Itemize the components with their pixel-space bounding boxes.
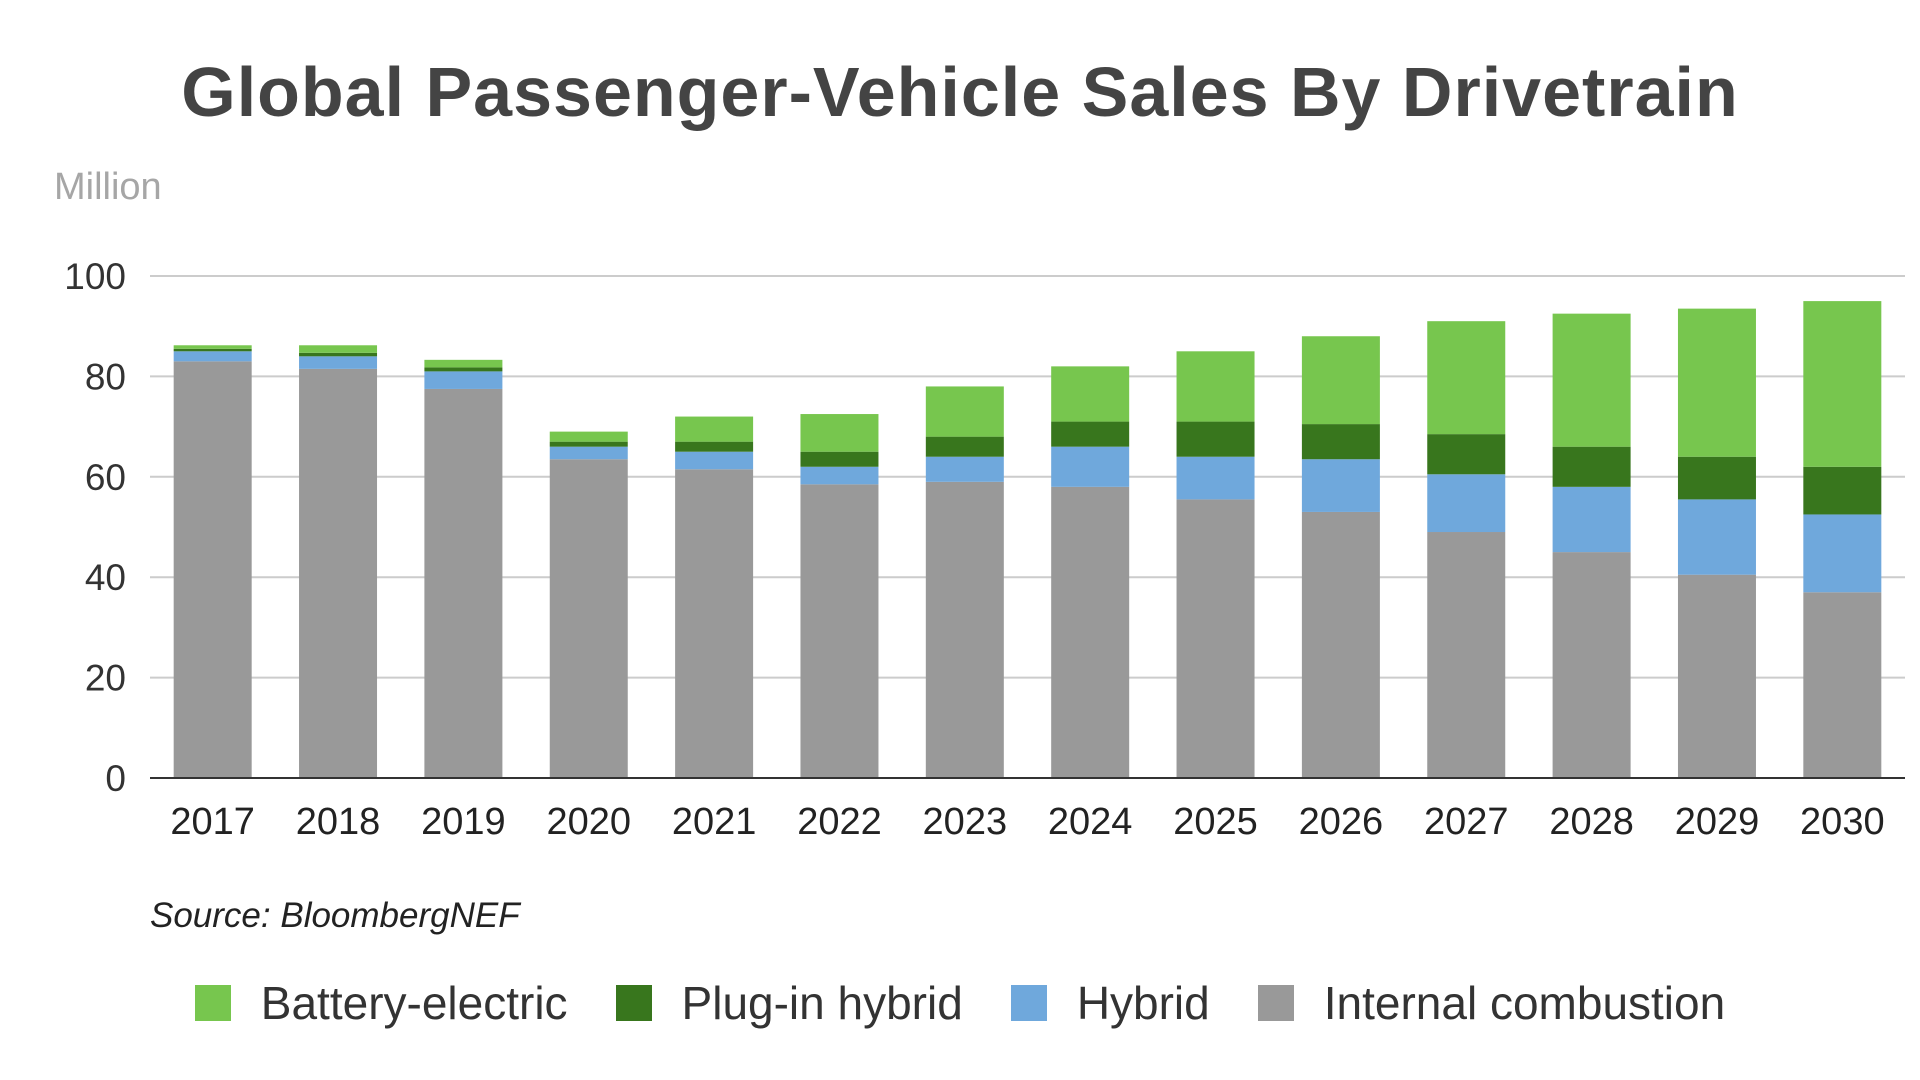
legend-swatch bbox=[1257, 985, 1294, 1021]
bar-hybrid-2017 bbox=[173, 351, 252, 362]
legend-label: Hybrid bbox=[1076, 977, 1210, 1029]
bar-internal-combustion-2021 bbox=[675, 469, 754, 778]
bar-hybrid-2030 bbox=[1803, 514, 1882, 593]
bar-hybrid-2018 bbox=[299, 356, 378, 369]
bar-hybrid-2025 bbox=[1176, 456, 1255, 500]
legend-item-hybrid: Hybrid bbox=[1010, 976, 1210, 1030]
legend-swatch bbox=[1010, 985, 1047, 1021]
bar-battery-electric-2023 bbox=[925, 386, 1004, 437]
legend: Battery-electric Plug-in hybrid Hybrid Inte… bbox=[0, 976, 1920, 1030]
bar-battery-electric-2024 bbox=[1051, 366, 1130, 422]
x-tick-label-2024: 2024 bbox=[1048, 801, 1133, 843]
bar-internal-combustion-2019 bbox=[424, 388, 503, 778]
bar-plug-in-hybrid-2021 bbox=[675, 441, 754, 452]
bar-plug-in-hybrid-2020 bbox=[549, 441, 628, 447]
bar-plug-in-hybrid-2026 bbox=[1301, 424, 1380, 460]
bar-hybrid-2021 bbox=[675, 451, 754, 470]
chart-title: Global Passenger-Vehicle Sales By Drivet… bbox=[181, 53, 1739, 131]
bar-hybrid-2029 bbox=[1677, 499, 1756, 575]
x-tick-label-2028: 2028 bbox=[1549, 801, 1634, 843]
bar-internal-combustion-2025 bbox=[1176, 499, 1255, 778]
y-tick-label-20: 20 bbox=[85, 658, 126, 699]
bar-internal-combustion-2020 bbox=[549, 459, 628, 778]
bar-plug-in-hybrid-2030 bbox=[1803, 466, 1882, 515]
bar-hybrid-2022 bbox=[800, 466, 879, 485]
bar-hybrid-2027 bbox=[1427, 474, 1506, 533]
bar-battery-electric-2028 bbox=[1552, 313, 1631, 447]
bar-internal-combustion-2030 bbox=[1803, 592, 1882, 778]
bar-plug-in-hybrid-2018 bbox=[299, 352, 378, 357]
x-tick-label-2026: 2026 bbox=[1299, 801, 1384, 843]
legend-item-battery-electric: Battery-electric bbox=[194, 976, 568, 1030]
bar-plug-in-hybrid-2022 bbox=[800, 451, 879, 467]
x-tick-label-2027: 2027 bbox=[1424, 801, 1509, 843]
bar-plug-in-hybrid-2025 bbox=[1176, 421, 1255, 457]
bar-battery-electric-2019 bbox=[424, 359, 503, 368]
bar-plug-in-hybrid-2017 bbox=[173, 348, 252, 352]
y-tick-label-60: 60 bbox=[85, 457, 126, 498]
y-unit-label: Million bbox=[54, 166, 162, 208]
bar-plug-in-hybrid-2029 bbox=[1677, 456, 1756, 500]
bar-battery-electric-2030 bbox=[1803, 301, 1882, 467]
bar-battery-electric-2018 bbox=[299, 345, 378, 353]
bar-plug-in-hybrid-2028 bbox=[1552, 446, 1631, 487]
bar-internal-combustion-2029 bbox=[1677, 574, 1756, 778]
bar-hybrid-2024 bbox=[1051, 446, 1130, 487]
bar-plug-in-hybrid-2019 bbox=[424, 367, 503, 372]
bar-internal-combustion-2028 bbox=[1552, 552, 1631, 778]
bar-battery-electric-2021 bbox=[675, 416, 754, 442]
x-tick-label-2029: 2029 bbox=[1675, 801, 1760, 843]
legend-label: Internal combustion bbox=[1323, 977, 1726, 1029]
bar-battery-electric-2027 bbox=[1427, 321, 1506, 435]
bar-hybrid-2020 bbox=[549, 446, 628, 460]
bar-hybrid-2023 bbox=[925, 456, 1004, 482]
bar-internal-combustion-2023 bbox=[925, 481, 1004, 778]
x-tick-label-2019: 2019 bbox=[421, 801, 506, 843]
x-tick-label-2022: 2022 bbox=[797, 801, 882, 843]
bar-hybrid-2026 bbox=[1301, 459, 1380, 512]
y-tick-label-100: 100 bbox=[64, 256, 126, 297]
y-tick-label-0: 0 bbox=[105, 758, 126, 799]
bar-internal-combustion-2022 bbox=[800, 484, 879, 778]
legend-swatch bbox=[194, 985, 231, 1021]
bar-battery-electric-2020 bbox=[549, 431, 628, 442]
y-tick-label-80: 80 bbox=[85, 356, 126, 397]
bar-plug-in-hybrid-2027 bbox=[1427, 434, 1506, 475]
y-tick-label-40: 40 bbox=[85, 557, 126, 598]
bar-battery-electric-2017 bbox=[173, 345, 252, 349]
source-note: Source: BloombergNEF bbox=[150, 896, 520, 935]
legend-item-plug-in-hybrid: Plug-in hybrid bbox=[615, 976, 963, 1030]
legend-label: Plug-in hybrid bbox=[681, 977, 963, 1029]
bar-internal-combustion-2026 bbox=[1301, 511, 1380, 778]
bar-hybrid-2028 bbox=[1552, 486, 1631, 553]
x-tick-label-2025: 2025 bbox=[1173, 801, 1258, 843]
bar-internal-combustion-2018 bbox=[299, 368, 378, 778]
x-tick-label-2017: 2017 bbox=[170, 801, 255, 843]
x-tick-label-2021: 2021 bbox=[672, 801, 757, 843]
bar-battery-electric-2029 bbox=[1677, 308, 1756, 457]
legend-item-internal-combustion: Internal combustion bbox=[1257, 976, 1726, 1030]
bar-internal-combustion-2027 bbox=[1427, 532, 1506, 778]
x-tick-label-2030: 2030 bbox=[1800, 801, 1885, 843]
bar-battery-electric-2022 bbox=[800, 414, 879, 452]
x-tick-label-2020: 2020 bbox=[546, 801, 631, 843]
legend-label: Battery-electric bbox=[260, 977, 568, 1029]
bar-internal-combustion-2024 bbox=[1051, 486, 1130, 778]
bar-battery-electric-2025 bbox=[1176, 351, 1255, 422]
bar-internal-combustion-2017 bbox=[173, 361, 252, 778]
x-tick-label-2023: 2023 bbox=[923, 801, 1008, 843]
x-tick-label-2018: 2018 bbox=[296, 801, 381, 843]
bar-plug-in-hybrid-2023 bbox=[925, 436, 1004, 457]
bar-hybrid-2019 bbox=[424, 371, 503, 389]
legend-swatch bbox=[615, 985, 652, 1021]
bar-plug-in-hybrid-2024 bbox=[1051, 421, 1130, 447]
bar-battery-electric-2026 bbox=[1301, 336, 1380, 425]
